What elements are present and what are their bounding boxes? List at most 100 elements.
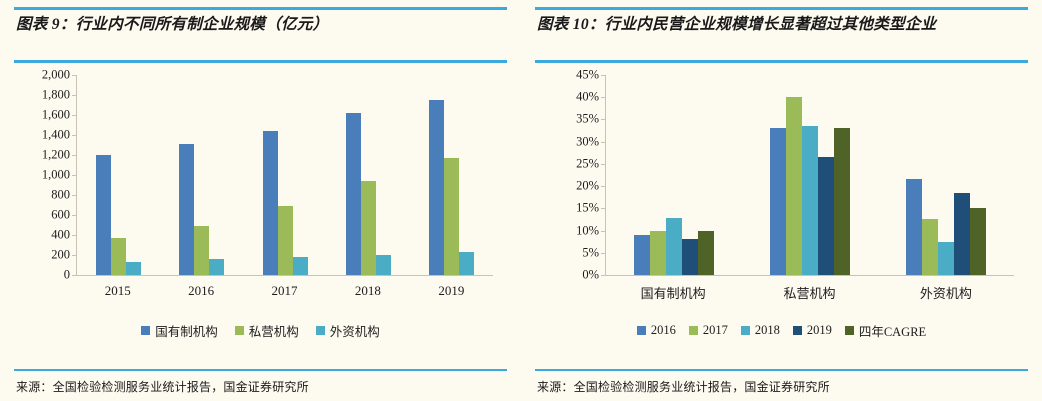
figure-9-legend-label: 国有制机构 — [155, 325, 218, 339]
figure-10-y-tick-label: 20% — [576, 178, 599, 193]
figure-10-y-tick-mark — [601, 75, 606, 76]
figure-10-chart: 0% 5% 10% 15% 20% 25% 30% 35% 40% 45% 国有制机构 私营机构 外资… — [535, 63, 1028, 348]
figure-9-bar — [96, 155, 112, 275]
legend-swatch-icon — [315, 326, 325, 335]
figure-10-bar-group — [742, 75, 878, 275]
figure-9-legend: 国有制机构 私营机构 外资机构 — [14, 321, 507, 340]
figure-10-legend-label: 2019 — [806, 323, 832, 337]
figure-9-x-label: 2015 — [104, 283, 131, 298]
figure-10-footer: 来源：全国检验检测服务业统计报告，国金证券研究所 — [535, 369, 1028, 395]
legend-swatch-icon — [234, 326, 244, 335]
figure-10-bar — [954, 192, 970, 275]
figure-9-y-tick-mark — [72, 95, 77, 96]
figure-10-legend-item[interactable]: 2016 — [636, 323, 676, 338]
figure-9-bar — [209, 259, 225, 275]
figure-10-bar — [698, 230, 714, 275]
figure-9-y-tick-mark — [72, 215, 77, 216]
figure-10-legend-label: 2016 — [650, 323, 676, 337]
footer-rule — [535, 369, 1028, 371]
figure-9-y-tick-label: 1,000 — [41, 167, 70, 182]
figure-9-y-tick-label: 1,200 — [41, 147, 70, 162]
figure-9-bar — [179, 144, 195, 275]
figure-9-y-tick-mark — [72, 235, 77, 236]
figure-10-y-tick-label: 0% — [582, 267, 599, 282]
figure-10-y-tick-label: 30% — [576, 134, 599, 149]
figure-10-y-tick-mark — [601, 208, 606, 210]
figure-10-y-tick-mark — [601, 163, 606, 165]
figure-10-title: 图表 10：行业内民营企业规模增长显著超过其他类型企业 — [537, 16, 937, 33]
figure-10-bar — [650, 230, 666, 275]
figure-9-y-tick-mark — [72, 175, 77, 176]
figure-9-y-tick-mark — [72, 115, 77, 116]
figure-10-y-tick-label: 10% — [576, 223, 599, 238]
figure-9-title-wrap: 图表 9：行业内不同所有制企业规模（亿元） — [14, 10, 507, 56]
figure-9-bar-group — [243, 75, 326, 275]
title-rule-bottom — [14, 60, 507, 63]
figure-10-legend-item[interactable]: 2017 — [688, 323, 728, 338]
figure-10-legend-item[interactable]: 四年CAGRE — [844, 321, 926, 340]
figure-9-y-tick-label: 2,000 — [41, 67, 70, 82]
figure-10-bar — [682, 239, 698, 275]
figure-9-y-tick-label: 1,800 — [41, 87, 70, 102]
figure-10-y-tick-label: 35% — [576, 111, 599, 126]
figure-10-bar-group — [606, 75, 742, 275]
footer-rule — [14, 369, 507, 371]
figure-9-bar — [194, 226, 210, 275]
figure-9-legend-item[interactable]: 国有制机构 — [141, 321, 218, 340]
figure-10-bar — [938, 241, 954, 275]
figure-9-y-tick-label: 1,600 — [41, 107, 70, 122]
figure-9-panel: 图表 9：行业内不同所有制企业规模（亿元） 0 200 400 600 800 1,000… — [14, 7, 507, 394]
figure-9-bar — [262, 131, 278, 275]
figure-9-legend-item[interactable]: 外资机构 — [315, 321, 380, 340]
figure-9-y-tick-mark — [72, 195, 77, 196]
title-rule-top — [535, 7, 1028, 10]
figure-10-x-axis-labels: 国有制机构 私营机构 外资机构 — [605, 277, 1014, 302]
figure-10-bar — [770, 128, 786, 275]
figure-9-bar-group — [77, 75, 160, 275]
figure-9-bar-group — [327, 75, 410, 275]
figure-9-y-tick-label: 1,400 — [41, 127, 70, 142]
figure-9-bar — [292, 256, 308, 275]
figure-9-bar-groups — [77, 75, 493, 275]
figure-10-legend: 2016 2017 2018 2019 四年CAGRE — [535, 321, 1028, 340]
figure-9-bar — [443, 158, 459, 275]
figure-9-y-tick-mark — [72, 135, 77, 136]
figure-9-bar — [458, 252, 474, 275]
figure-10-y-tick-label: 5% — [582, 245, 599, 260]
figure-10-legend-item[interactable]: 2018 — [740, 323, 780, 338]
figure-10-y-tick-mark — [601, 141, 606, 143]
legend-swatch-icon — [141, 326, 151, 335]
figure-9-bar-group — [160, 75, 243, 275]
figure-10-x-label: 国有制机构 — [640, 286, 706, 301]
figure-10-bar-groups — [606, 75, 1014, 275]
figure-10-source: 来源：全国检验检测服务业统计报告，国金证券研究所 — [537, 380, 830, 394]
figure-10-bar — [922, 219, 938, 275]
figure-9-legend-item[interactable]: 私营机构 — [234, 321, 299, 340]
figure-10-plot-area: 0% 5% 10% 15% 20% 25% 30% 35% 40% 45% — [576, 68, 1014, 282]
figure-10-bar — [834, 128, 850, 275]
figure-9-y-tick-label: 800 — [51, 187, 70, 202]
figure-10-legend-label: 2018 — [754, 323, 780, 337]
figure-9-y-tick-label: 400 — [51, 227, 70, 242]
figure-9-bar — [111, 238, 127, 275]
figure-9-y-tick-mark — [72, 155, 77, 156]
figure-10-bar-group — [878, 75, 1014, 275]
figure-9-source: 来源：全国检验检测服务业统计报告，国金证券研究所 — [16, 380, 309, 394]
figure-10-legend-item[interactable]: 2019 — [792, 323, 832, 338]
figure-9-y-tick-mark — [72, 75, 77, 76]
figure-10-y-tick-label: 40% — [576, 89, 599, 104]
figure-9-y-tick-label: 200 — [51, 247, 70, 262]
figure-9-y-tick-mark — [72, 255, 77, 256]
figure-10-y-tick-mark — [601, 186, 606, 188]
figure-10-legend-label: 2017 — [702, 323, 728, 337]
figure-9-x-label: 2018 — [354, 283, 381, 298]
figure-9-bar — [428, 100, 444, 275]
figure-9-bar — [375, 255, 391, 275]
figure-10-bar — [802, 126, 818, 275]
figure-9-bar — [360, 181, 376, 275]
figure-10-x-label: 私营机构 — [783, 286, 836, 301]
figure-9-plot-area: 0 200 400 600 800 1,000 1,200 1,400 1,600 1,800 2,… — [42, 68, 493, 282]
figure-10-bar — [666, 218, 682, 275]
figure-9-y-tick-label: 600 — [51, 207, 70, 222]
legend-swatch-icon — [740, 326, 750, 335]
